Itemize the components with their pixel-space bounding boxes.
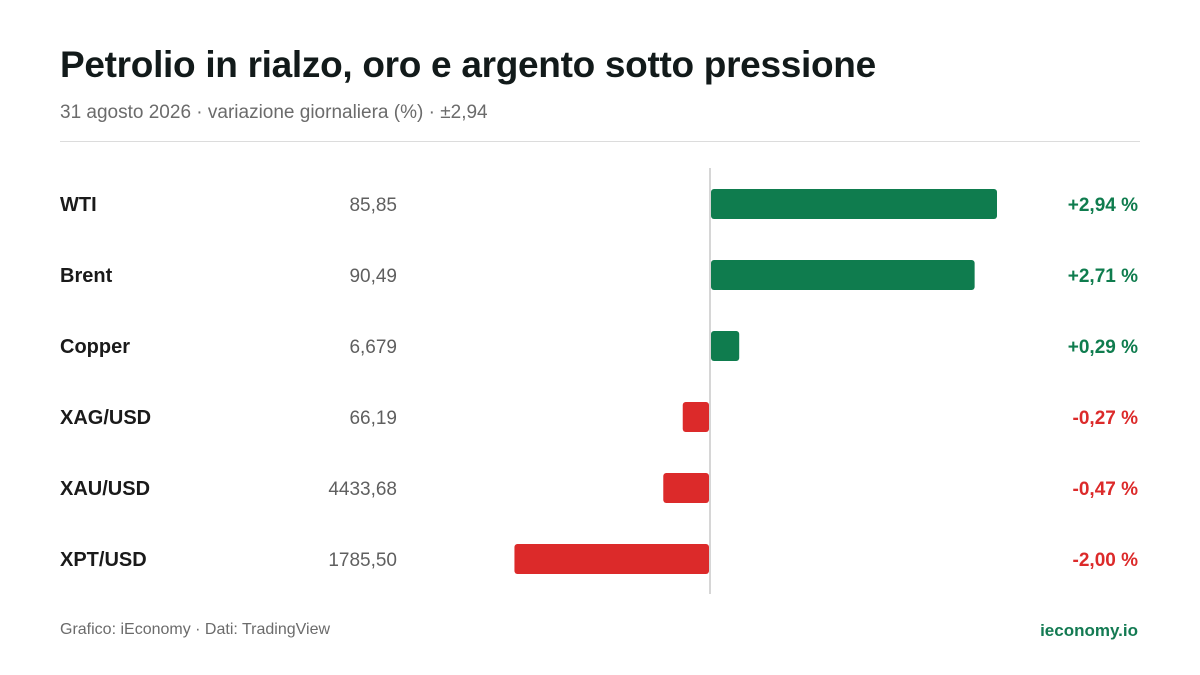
category-label: XAG/USD (60, 407, 151, 429)
price-label: 1785,50 (328, 550, 397, 571)
header-divider (60, 141, 1140, 142)
category-label: XPT/USD (60, 549, 147, 571)
price-label: 90,49 (349, 266, 397, 287)
source-credit: Grafico: iEconomy · Dati: TradingView (60, 621, 331, 638)
price-label: 6,679 (349, 337, 397, 358)
bar-copper (711, 331, 740, 361)
bar-brent (711, 260, 975, 290)
category-label: Copper (60, 336, 130, 358)
value-label: -0,47 % (1073, 479, 1139, 500)
category-label: WTI (60, 194, 97, 216)
value-label: -2,00 % (1073, 550, 1139, 571)
bar-xagusd (682, 402, 709, 432)
price-label: 4433,68 (328, 479, 397, 500)
bar-wti (711, 189, 997, 219)
brand-link[interactable]: ieconomy.io (1040, 621, 1138, 640)
chart-rows: WTI 85,85 +2,94 % Brent 90,49 +2,71 % Copper 6,… (60, 189, 1138, 574)
chart-title: Petrolio in rialzo, oro e argento sotto … (60, 44, 876, 85)
value-label: -0,27 % (1073, 408, 1139, 429)
value-label: +2,94 % (1068, 195, 1138, 216)
bar-xauusd (663, 473, 709, 503)
price-label: 85,85 (349, 195, 397, 216)
category-label: XAU/USD (60, 478, 150, 500)
bar-xptusd (514, 544, 709, 574)
value-label: +2,71 % (1068, 266, 1138, 287)
chart-subtitle: 31 agosto 2026 · variazione giornaliera … (60, 102, 488, 123)
value-label: +0,29 % (1068, 337, 1138, 358)
category-label: Brent (60, 265, 113, 287)
price-label: 66,19 (349, 408, 397, 429)
